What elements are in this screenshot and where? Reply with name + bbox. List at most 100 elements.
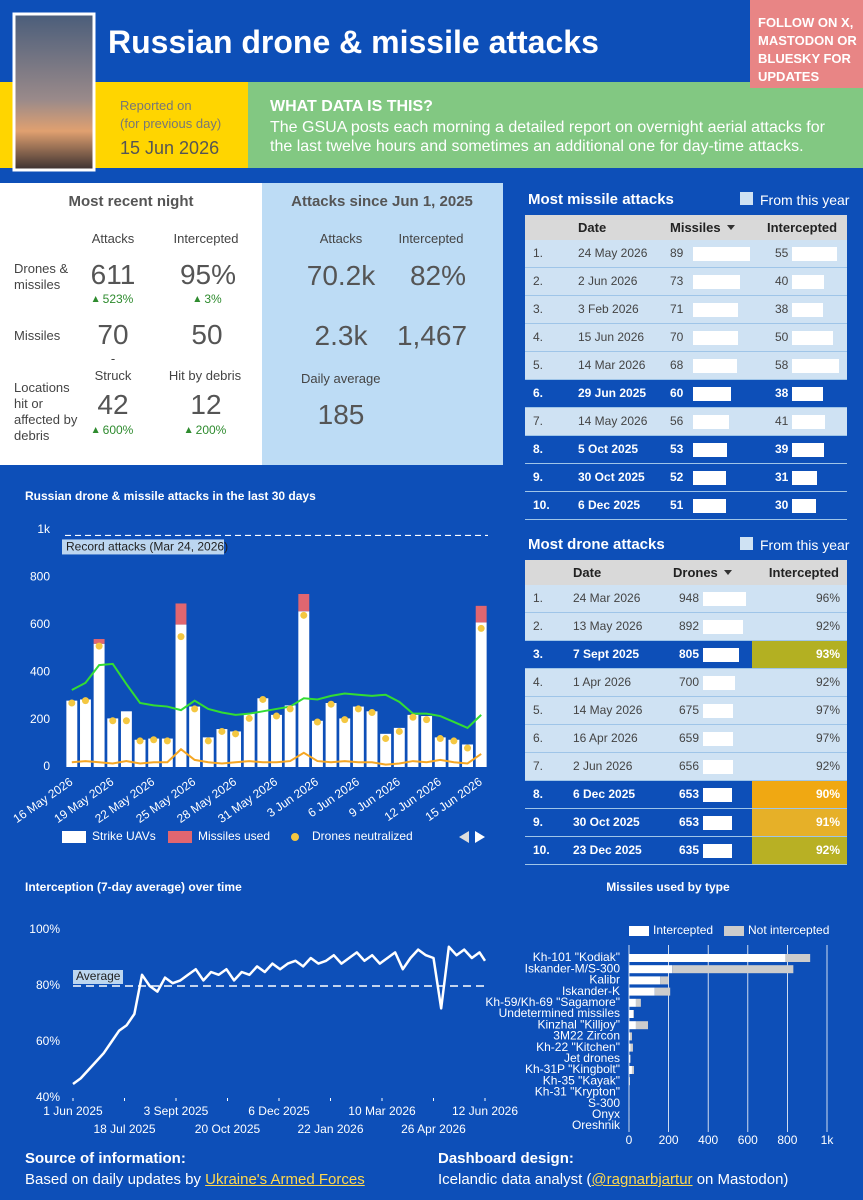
source-line: Based on daily updates by Ukraine's Arme… bbox=[25, 1171, 365, 1188]
intercepted-bar bbox=[792, 471, 818, 485]
rank: 1. bbox=[533, 246, 544, 260]
intercepted-bar bbox=[792, 247, 837, 261]
bar-segment bbox=[243, 713, 255, 767]
bar-segment bbox=[629, 1077, 630, 1086]
rank: 9. bbox=[533, 470, 544, 484]
missiles-bar bbox=[693, 443, 727, 457]
dot bbox=[300, 611, 308, 619]
x-tick-label: 400 bbox=[698, 1133, 718, 1147]
title: Russian drone & missile attacks bbox=[108, 24, 599, 60]
drones-bar bbox=[703, 816, 733, 830]
y-tick-label: Kh-31 "Krypton" bbox=[535, 1085, 620, 1099]
kpi-row-label: Drones & missiles bbox=[14, 261, 69, 292]
rank: 4. bbox=[533, 675, 544, 689]
drones: 635 bbox=[678, 843, 699, 857]
bar-segment bbox=[284, 705, 296, 767]
kpi-col: Daily average bbox=[301, 371, 381, 386]
bar-segment bbox=[175, 624, 187, 767]
column-header: Missiles bbox=[670, 215, 735, 240]
x-tick-label: 1k bbox=[821, 1133, 835, 1147]
source-text: Based on daily updates by bbox=[25, 1171, 206, 1188]
dot bbox=[81, 697, 89, 705]
annotation-text: Record attacks (Mar 24, 2026) bbox=[66, 540, 228, 554]
design-text: Icelandic data analyst ( bbox=[438, 1171, 592, 1188]
y-tick-label: Kinzhal "Killjoy" bbox=[537, 1017, 620, 1031]
rank: 5. bbox=[533, 358, 544, 372]
date: 5 Oct 2025 bbox=[578, 442, 639, 456]
dot bbox=[122, 717, 130, 725]
rank: 3. bbox=[533, 302, 544, 316]
y-tick-label: 0 bbox=[43, 759, 50, 773]
rank: 2. bbox=[533, 274, 544, 288]
intercepted: 58 bbox=[775, 358, 789, 372]
dot bbox=[218, 727, 226, 735]
kpi-value: 1,467 bbox=[396, 320, 468, 351]
x-tick-label: 600 bbox=[738, 1133, 758, 1147]
column-header: Intercepted bbox=[767, 220, 838, 235]
intercepted: 93% bbox=[752, 641, 847, 668]
intercepted: 39 bbox=[775, 442, 789, 456]
next-button[interactable] bbox=[475, 831, 485, 843]
follow-box bbox=[750, 0, 863, 88]
bar-segment bbox=[629, 1021, 636, 1030]
x-tick-label: 6 Dec 2025 bbox=[248, 1104, 310, 1118]
intercepted: 92% bbox=[815, 619, 840, 633]
design-link[interactable]: @ragnarbjartur bbox=[591, 1171, 693, 1188]
table-header: Date Drones Intercepted bbox=[525, 560, 847, 585]
missiles: 52 bbox=[670, 470, 684, 484]
table-row: 10. 23 Dec 2025 635 92% bbox=[525, 837, 847, 865]
dot bbox=[204, 737, 212, 745]
sort-arrow[interactable] bbox=[723, 570, 732, 575]
x-tick-label: 10 Mar 2026 bbox=[348, 1104, 416, 1118]
intercepted: 31 bbox=[775, 470, 789, 484]
kpi-value: 70 bbox=[97, 319, 129, 350]
drones: 675 bbox=[678, 703, 699, 717]
bar-segment bbox=[785, 954, 811, 962]
intercepted: 92% bbox=[815, 759, 840, 773]
bar-segment bbox=[629, 976, 661, 985]
rank: 4. bbox=[533, 330, 544, 344]
bar-segment bbox=[93, 639, 105, 644]
kpi-title: Most recent night bbox=[68, 193, 194, 210]
sort-arrow[interactable] bbox=[726, 225, 735, 230]
prev-button[interactable] bbox=[459, 831, 469, 843]
bar-segment bbox=[630, 1043, 633, 1052]
y-tick-label: Kalibr bbox=[589, 973, 620, 987]
bar-segment bbox=[175, 603, 187, 625]
chart-title: Russian drone & missile attacks in the l… bbox=[25, 489, 316, 503]
x-tick-label: 18 Jul 2025 bbox=[93, 1122, 155, 1136]
missiles-bar bbox=[693, 415, 729, 429]
intercepted: 96% bbox=[815, 591, 840, 605]
intercepted: 38 bbox=[775, 302, 789, 316]
table-row: 3. 7 Sept 2025 805 93% bbox=[525, 641, 847, 669]
dot bbox=[95, 642, 103, 650]
photo bbox=[12, 12, 96, 172]
rank: 7. bbox=[533, 759, 544, 773]
intercepted-bar bbox=[792, 359, 839, 373]
missiles-bar bbox=[693, 275, 740, 289]
legend-label: Strike UAVs bbox=[92, 829, 156, 843]
source-link[interactable]: Ukraine's Armed Forces bbox=[205, 1171, 365, 1188]
bar-segment bbox=[629, 1010, 634, 1018]
drones: 653 bbox=[678, 815, 699, 829]
bar-segment bbox=[107, 718, 119, 767]
intercepted: 92% bbox=[752, 837, 847, 864]
follow[interactable]: FOLLOW ON X, MASTODON OR BLUESKY FOR UPD… bbox=[758, 15, 857, 84]
missiles-bar bbox=[693, 471, 727, 485]
rank: 1. bbox=[533, 591, 544, 605]
rank: 8. bbox=[533, 442, 544, 456]
bar-segment bbox=[633, 1010, 634, 1018]
design-line: Icelandic data analyst (@ragnarbjartur o… bbox=[438, 1171, 788, 1188]
drones-bar bbox=[703, 844, 732, 858]
table-title: Most drone attacks bbox=[528, 536, 665, 553]
date: 30 Oct 2025 bbox=[578, 470, 645, 484]
drones: 653 bbox=[678, 787, 699, 801]
info-title: WHAT DATA IS THIS? bbox=[270, 98, 433, 115]
table-row: 2. 13 May 2026 892 92% bbox=[525, 613, 847, 641]
x-tick-label: 0 bbox=[626, 1133, 633, 1147]
intercepted: 50 bbox=[775, 330, 789, 344]
intercepted: 41 bbox=[775, 414, 789, 428]
drones-bar bbox=[703, 676, 735, 690]
bar-segment bbox=[475, 605, 487, 623]
bar-segment bbox=[629, 987, 655, 996]
